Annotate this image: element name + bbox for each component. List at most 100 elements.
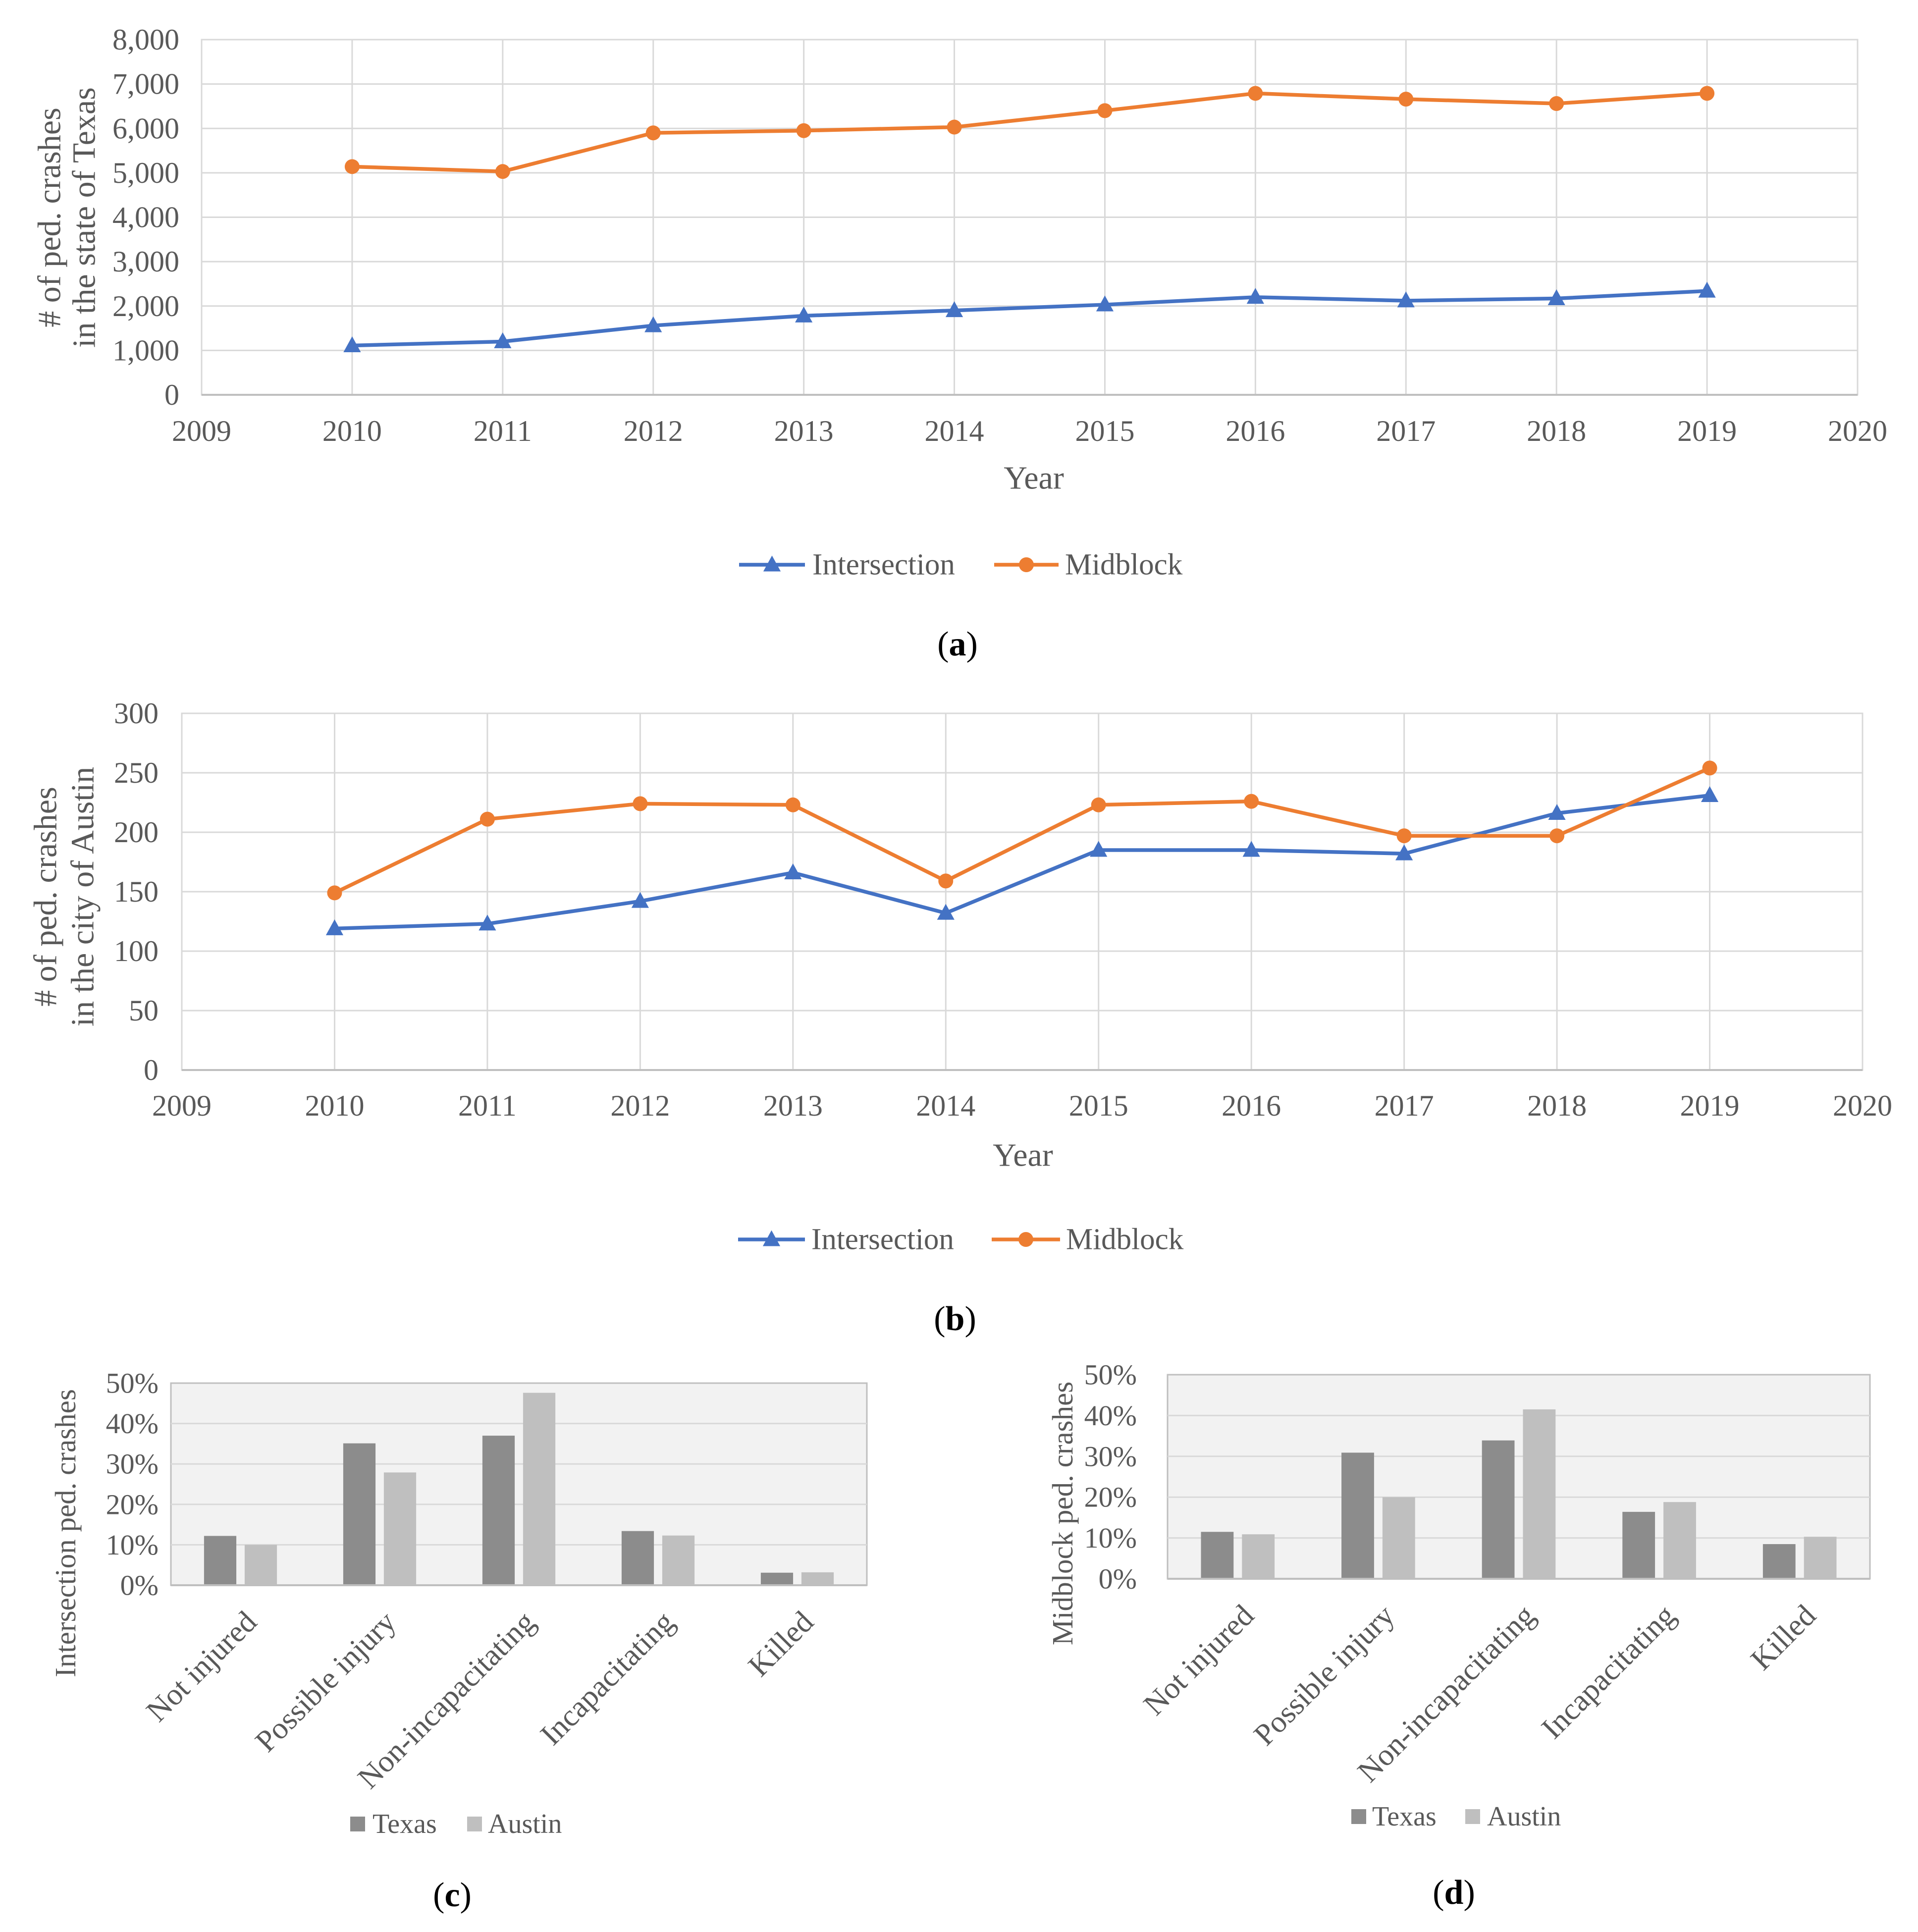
- y-tick-label: 50%: [106, 1367, 159, 1399]
- x-tick-label: 2014: [925, 415, 984, 447]
- legend-item-intersection: Intersection: [738, 1223, 954, 1256]
- y-tick-label: 30%: [1084, 1440, 1137, 1472]
- intersection-line: [350, 289, 1709, 348]
- caption-close: ): [460, 1876, 472, 1914]
- x-tick-label: 2011: [458, 1089, 517, 1122]
- series-midblock: [344, 86, 1715, 179]
- caption-open: (: [1433, 1874, 1444, 1912]
- legend-swatch: [350, 1817, 365, 1831]
- y-tick-label: 10%: [1084, 1522, 1137, 1554]
- intersection-line: [332, 793, 1712, 931]
- y-tick-label: 4,000: [112, 201, 179, 234]
- midblock-point: [1097, 103, 1113, 118]
- legend-marker: [762, 1230, 781, 1246]
- y-tick-label: 0: [164, 378, 179, 411]
- midblock-point: [796, 123, 811, 138]
- series-midblock: [327, 760, 1717, 901]
- legend-label: Midblock: [1065, 548, 1183, 582]
- category-label: Incapacitating: [1535, 1599, 1682, 1745]
- legend-label: Austin: [488, 1809, 562, 1839]
- y-tick-label: 7,000: [112, 68, 179, 101]
- y-tick-label: 40%: [1084, 1399, 1137, 1432]
- x-axis-title: Year: [993, 1137, 1053, 1174]
- intersection-point: [1242, 841, 1260, 857]
- austin-bar: [801, 1572, 834, 1585]
- legend: Intersection Midblock: [738, 1223, 1184, 1256]
- intersection-point: [1701, 786, 1719, 803]
- midblock-point: [947, 119, 962, 135]
- texas-bar: [1341, 1452, 1374, 1579]
- caption-letter: a: [949, 625, 966, 663]
- midblock-point: [1398, 92, 1414, 107]
- midblock-point: [495, 164, 510, 179]
- midblock-point: [1396, 828, 1412, 844]
- legend-swatch: [467, 1817, 482, 1831]
- legend-label: Austin: [1487, 1801, 1561, 1832]
- x-tick-label: 2017: [1376, 415, 1436, 447]
- austin-bar: [1242, 1534, 1275, 1579]
- legend-item-texas: Texas: [350, 1809, 437, 1839]
- x-tick-label: 2019: [1677, 415, 1737, 447]
- caption-letter: d: [1444, 1874, 1464, 1912]
- category-label: Killed: [1744, 1599, 1822, 1677]
- intersection-point: [1397, 291, 1415, 308]
- x-tick-label: 2015: [1075, 415, 1134, 447]
- caption-b: (b): [934, 1300, 976, 1338]
- intersection-point: [494, 332, 512, 348]
- x-tick-label: 2016: [1225, 415, 1285, 447]
- y-tick-label: 20%: [1084, 1481, 1137, 1513]
- caption-d: (d): [1433, 1874, 1475, 1912]
- intersection-point: [479, 914, 496, 931]
- intersection-point: [1548, 804, 1566, 820]
- x-tick-label: 2016: [1222, 1089, 1281, 1122]
- x-tick-label: 2013: [774, 415, 834, 447]
- texas-bar: [1762, 1544, 1796, 1579]
- caption-c: (c): [433, 1876, 472, 1914]
- texas-bar: [760, 1572, 794, 1585]
- x-tick-label: 2010: [305, 1089, 364, 1122]
- y-tick-label: 50%: [1084, 1359, 1137, 1391]
- caption-a: (a): [937, 625, 978, 663]
- austin-bar: [383, 1472, 417, 1585]
- x-tick-label: 2017: [1375, 1089, 1434, 1122]
- texas-bar: [204, 1536, 237, 1585]
- midblock-point: [327, 885, 342, 901]
- intersection-point: [1698, 281, 1716, 298]
- y-tick-label: 300: [114, 697, 159, 730]
- y-tick-label: 20%: [106, 1488, 159, 1520]
- y-axis-title: # of ped. crashes: [32, 107, 68, 327]
- y-tick-label: 50: [129, 994, 159, 1027]
- midblock-point: [645, 125, 661, 141]
- y-tick-label: 2,000: [112, 290, 179, 322]
- caption-open: (: [937, 625, 949, 663]
- series-intersection: [343, 281, 1716, 352]
- category-label: Possible injury: [249, 1605, 402, 1759]
- series-intersection: [325, 786, 1719, 935]
- midblock-point: [633, 796, 648, 811]
- texas-bar: [621, 1531, 654, 1585]
- chart-b-austin-crashes-by-year: 0 50 100 150 200 250 300 2009 2010 2011 2012 2013 20…: [28, 697, 1893, 1256]
- x-tick-label: 2013: [763, 1089, 823, 1122]
- x-tick-label: 2014: [916, 1089, 975, 1122]
- legend-item-midblock: Midblock: [992, 1223, 1184, 1256]
- legend-marker: [1019, 557, 1034, 572]
- legend-item-texas: Texas: [1351, 1801, 1437, 1832]
- intersection-point: [795, 306, 813, 322]
- caption-open: (: [934, 1300, 945, 1338]
- x-axis-title: Year: [1004, 460, 1064, 496]
- austin-bar: [1382, 1497, 1415, 1579]
- x-tick-label: 2020: [1828, 415, 1887, 447]
- legend: Intersection Midblock: [739, 548, 1183, 582]
- midblock-point: [1549, 828, 1565, 844]
- midblock-point: [344, 159, 360, 174]
- legend-marker: [1018, 1232, 1033, 1247]
- texas-bar: [343, 1443, 376, 1585]
- legend: Texas Austin: [1351, 1801, 1561, 1832]
- y-axis-title: in the state of Texas: [66, 87, 103, 348]
- legend-marker: [763, 555, 781, 572]
- chart-a-texas-crashes-by-year: 0 1,000 2,000 3,000 4,000 5,000 6,000 7,000 8,00…: [32, 23, 1888, 582]
- texas-bar: [1201, 1532, 1234, 1579]
- caption-close: ): [964, 1300, 976, 1338]
- intersection-point: [937, 904, 955, 920]
